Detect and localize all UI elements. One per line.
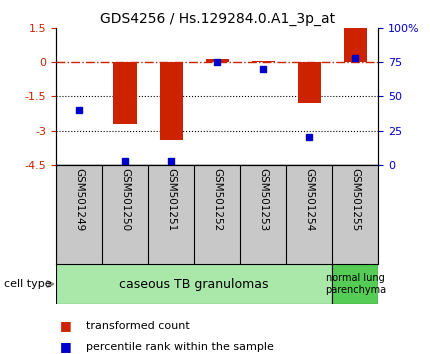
Text: ■: ■ — [60, 319, 72, 332]
Bar — [56, 264, 332, 304]
Bar — [344, 28, 367, 62]
Text: GSM501249: GSM501249 — [74, 167, 84, 231]
Bar — [332, 264, 378, 304]
Text: GSM501252: GSM501252 — [212, 167, 222, 231]
Text: percentile rank within the sample: percentile rank within the sample — [86, 342, 274, 352]
Bar — [298, 62, 321, 103]
Title: GDS4256 / Hs.129284.0.A1_3p_at: GDS4256 / Hs.129284.0.A1_3p_at — [100, 12, 335, 26]
Text: ■: ■ — [60, 341, 72, 353]
Text: caseous TB granulomas: caseous TB granulomas — [120, 278, 269, 291]
Bar — [252, 61, 275, 62]
Text: GSM501254: GSM501254 — [304, 167, 314, 231]
Bar — [160, 62, 183, 139]
Text: transformed count: transformed count — [86, 321, 190, 331]
Text: normal lung
parenchyma: normal lung parenchyma — [325, 273, 386, 295]
Text: GSM501250: GSM501250 — [120, 167, 130, 231]
Text: GSM501251: GSM501251 — [166, 167, 176, 231]
Bar — [114, 62, 137, 124]
Bar — [206, 59, 229, 62]
Text: cell type: cell type — [4, 279, 52, 289]
Text: GSM501253: GSM501253 — [258, 167, 268, 231]
Text: GSM501255: GSM501255 — [350, 167, 360, 231]
